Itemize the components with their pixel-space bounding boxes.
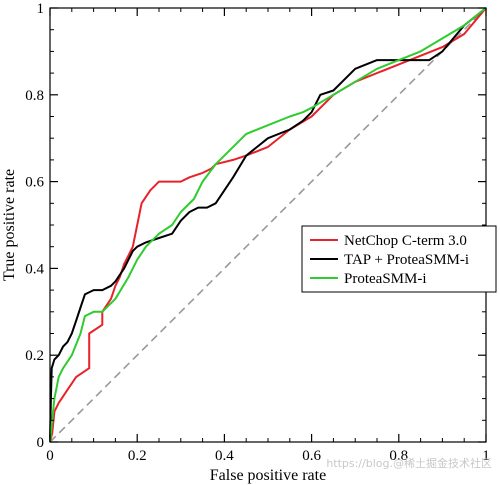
series-line-1	[49, 7, 487, 443]
y-tick-label: 0.2	[25, 348, 44, 364]
x-tick-label: 0.2	[128, 448, 147, 464]
series-line-3	[49, 7, 487, 443]
plot-area: 0 0.2 0.4 0.6 0.8 1 0 0.2 0.4 0.6 0.8 1	[25, 1, 490, 464]
legend-label: NetChop C-term 3.0	[344, 233, 467, 249]
x-tick-label: 1	[482, 448, 490, 464]
x-tick-label: 0.6	[302, 448, 321, 464]
y-tick-label: 1	[37, 1, 45, 17]
y-axis-label: True positive rate	[1, 169, 18, 281]
series-line-2	[49, 7, 487, 443]
legend-label: ProteaSMM-i	[344, 271, 427, 287]
x-axis-label: False positive rate	[210, 467, 326, 484]
series-layer	[49, 7, 487, 443]
ticks-layer: 0 0.2 0.4 0.6 0.8 1 0 0.2 0.4 0.6 0.8 1	[25, 1, 490, 464]
y-tick-label: 0.6	[25, 175, 44, 191]
y-tick-label: 0.4	[25, 261, 44, 277]
legend: NetChop C-term 3.0 TAP + ProteaSMM-i Prote…	[301, 225, 497, 293]
x-tick-label: 0.4	[215, 448, 234, 464]
diagonal-reference-line	[49, 7, 487, 443]
watermark: https://blog.@稀土掘金技术社区	[326, 457, 492, 470]
legend-label: TAP + ProteaSMM-i	[344, 252, 469, 268]
y-tick-label: 0	[37, 435, 45, 451]
y-tick-label: 0.8	[25, 88, 44, 104]
x-tick-label: 0.8	[389, 448, 408, 464]
x-tick-label: 0	[46, 448, 54, 464]
